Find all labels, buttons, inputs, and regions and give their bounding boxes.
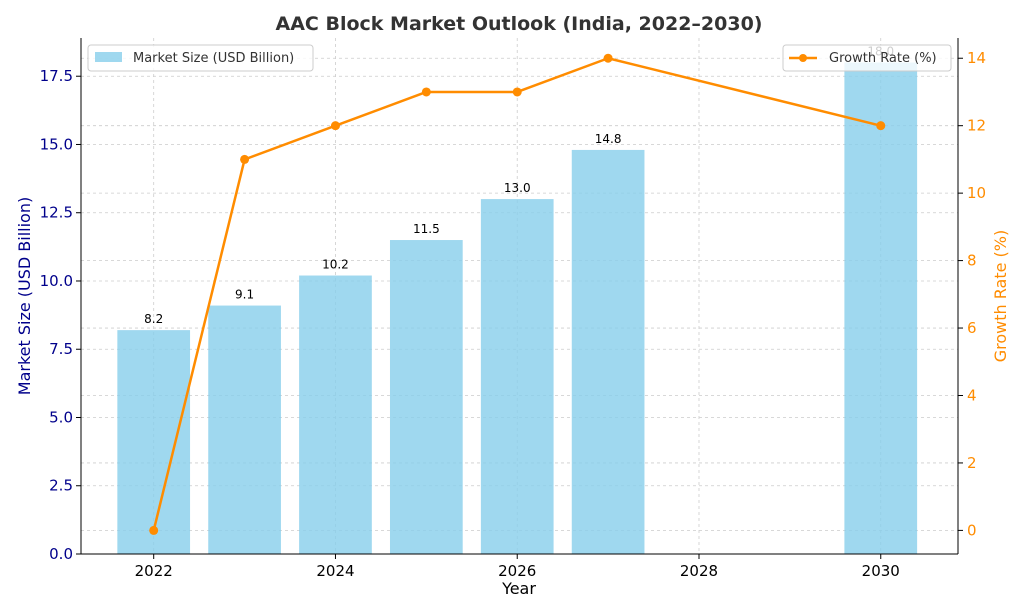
y2-tick-label: 4 bbox=[967, 386, 977, 404]
growth-rate-point bbox=[149, 525, 159, 535]
y-tick-label: 10.0 bbox=[40, 272, 73, 290]
bar-2024 bbox=[299, 275, 372, 554]
bar-2027 bbox=[571, 149, 645, 554]
y-tick-label: 2.5 bbox=[49, 477, 73, 495]
bar-2022 bbox=[117, 330, 191, 554]
y-tick-label: 17.5 bbox=[40, 67, 73, 85]
line-layer bbox=[149, 53, 886, 535]
x-axis-label: Year bbox=[501, 579, 536, 598]
y2-tick-label: 10 bbox=[967, 184, 986, 202]
y2-tick-label: 0 bbox=[967, 521, 977, 539]
y2-tick-label: 6 bbox=[967, 319, 977, 337]
y-tick-label: 0.0 bbox=[49, 545, 73, 563]
y-tick-label: 7.5 bbox=[49, 340, 73, 358]
growth-rate-point bbox=[876, 121, 886, 131]
growth-rate-point bbox=[330, 121, 340, 131]
bar-value-label: 14.8 bbox=[595, 132, 622, 146]
legend-right-frame bbox=[782, 44, 952, 72]
y2-tick-label: 2 bbox=[967, 454, 977, 472]
growth-rate-point bbox=[603, 53, 613, 63]
tick-layer: 0.0 2.5 5.0 7.5 10.0 12.5 15.0 17.5 0 2 4 6 8 10 12 14 2… bbox=[40, 49, 987, 580]
bar-2023 bbox=[208, 305, 281, 554]
y-axis-label: Market Size (USD Billion) bbox=[15, 197, 34, 395]
growth-rate-point bbox=[240, 154, 250, 164]
y-tick-label: 15.0 bbox=[40, 135, 73, 153]
x-tick-label: 2022 bbox=[135, 562, 173, 580]
bar-layer bbox=[117, 62, 918, 555]
y2-tick-label: 12 bbox=[967, 117, 986, 135]
legend-left-frame bbox=[87, 44, 314, 72]
legend-bar-swatch bbox=[95, 52, 122, 62]
x-tick-label: 2030 bbox=[862, 562, 900, 580]
bar-2026 bbox=[480, 199, 554, 555]
growth-rate-point bbox=[421, 87, 431, 97]
x-tick-label: 2024 bbox=[316, 562, 354, 580]
y2-tick-label: 8 bbox=[967, 252, 977, 270]
legend-market-size: Market Size (USD Billion) bbox=[87, 44, 314, 72]
bar-value-label: 11.5 bbox=[413, 222, 440, 236]
axes-layer bbox=[80, 38, 959, 555]
y2-axis-label: Growth Rate (%) bbox=[991, 230, 1010, 362]
legend-market-size-label: Market Size (USD Billion) bbox=[133, 51, 294, 66]
x-tick-label: 2026 bbox=[498, 562, 536, 580]
bar-2030 bbox=[844, 62, 918, 554]
bar-value-label: 13.0 bbox=[504, 181, 531, 195]
bar-2025 bbox=[389, 240, 463, 555]
x-tick-label: 2028 bbox=[680, 562, 718, 580]
bar-value-label: 10.2 bbox=[322, 258, 349, 272]
y-tick-label: 5.0 bbox=[49, 408, 73, 426]
bar-value-label: 9.1 bbox=[235, 288, 254, 302]
y2-tick-label: 14 bbox=[967, 49, 986, 67]
bar-value-label: 8.2 bbox=[144, 312, 163, 326]
chart-title: AAC Block Market Outlook (India, 2022–20… bbox=[276, 13, 763, 35]
growth-rate-point bbox=[512, 87, 522, 97]
legend-growth-rate-label: Growth Rate (%) bbox=[829, 51, 937, 66]
legend-growth-rate: Growth Rate (%) bbox=[782, 44, 952, 72]
y-tick-label: 12.5 bbox=[40, 204, 73, 222]
legend-line-marker bbox=[799, 54, 807, 62]
